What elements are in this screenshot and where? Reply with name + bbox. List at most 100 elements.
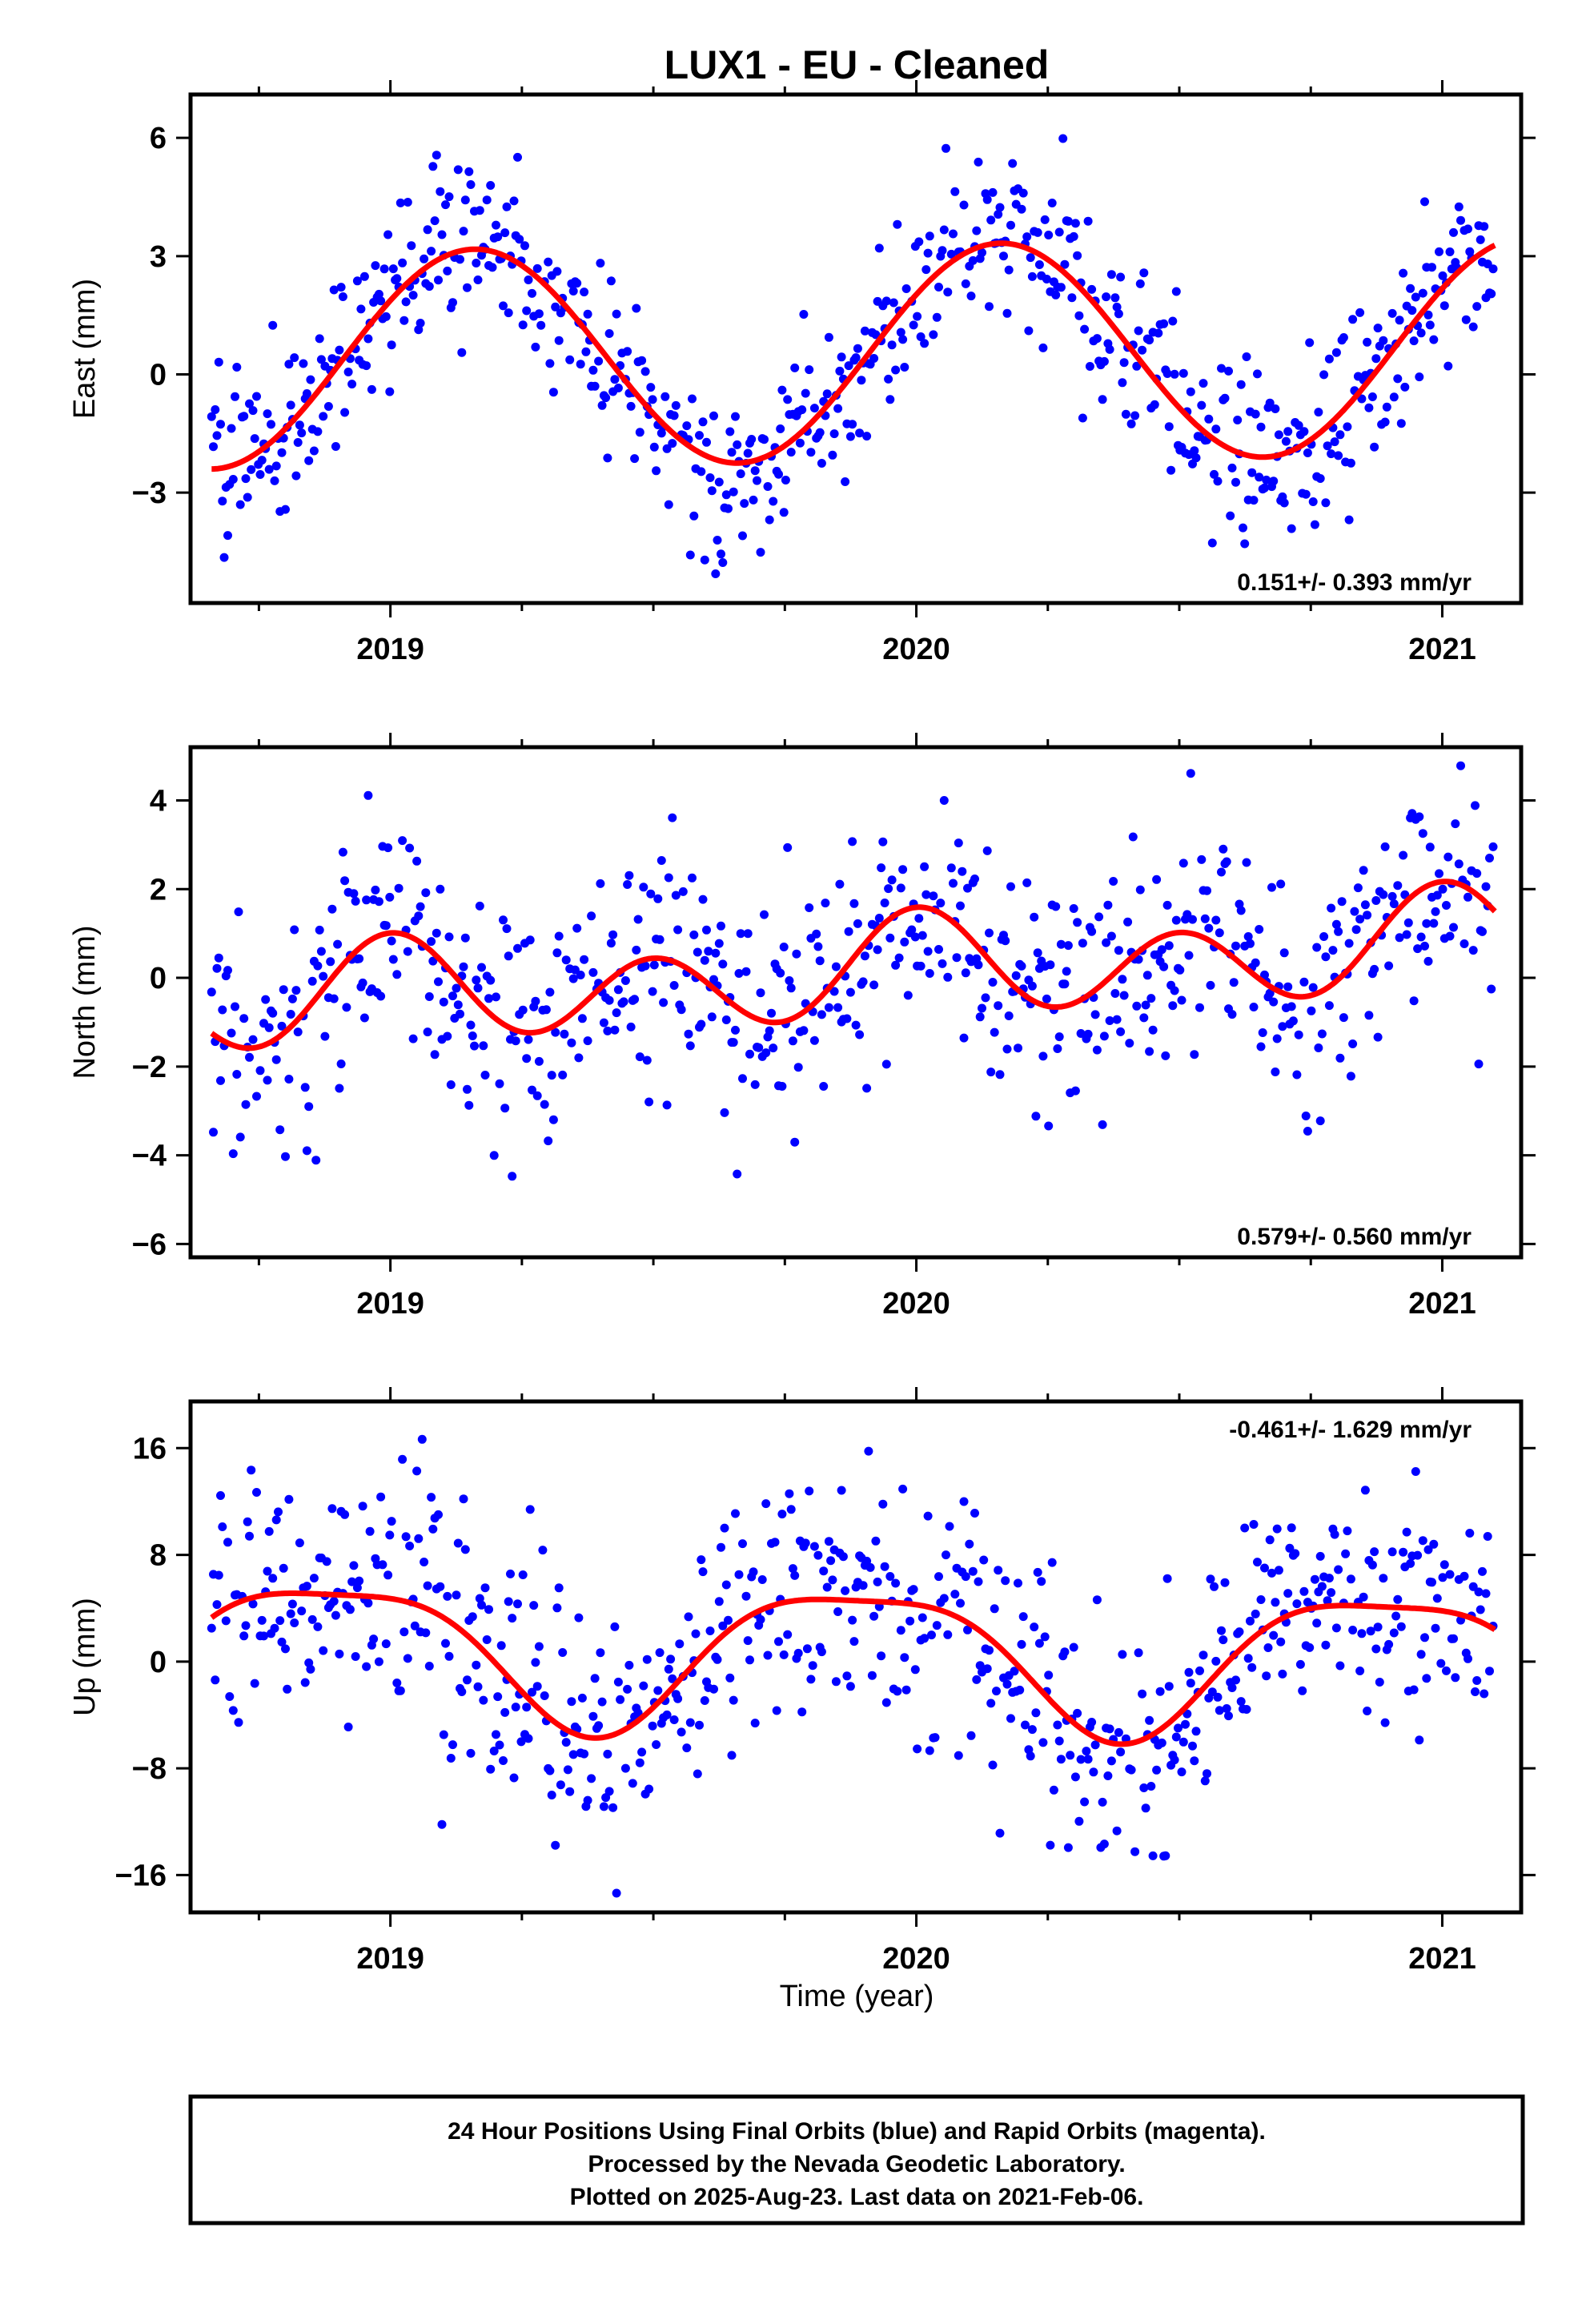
data-point (1327, 903, 1336, 913)
data-point (558, 1648, 568, 1657)
data-point (489, 1747, 499, 1755)
data-point (453, 1000, 463, 1010)
east-model-curve (211, 240, 1496, 472)
data-point (1323, 441, 1332, 451)
data-point (653, 894, 663, 903)
data-point (427, 247, 436, 256)
data-point (381, 1639, 391, 1649)
data-point (828, 1575, 837, 1585)
data-point (995, 1070, 1005, 1080)
data-point (1027, 271, 1037, 281)
data-point (271, 1515, 281, 1525)
data-point (1070, 219, 1080, 228)
data-point (264, 464, 274, 474)
data-point (594, 1721, 604, 1731)
data-point (1379, 1574, 1388, 1583)
data-point (580, 955, 589, 964)
data-point (218, 1005, 227, 1015)
data-point (1287, 1523, 1296, 1533)
data-point (423, 1027, 432, 1037)
data-point (463, 283, 472, 292)
data-point (925, 231, 934, 241)
data-point (648, 1721, 657, 1731)
data-point (374, 289, 383, 299)
data-point (1056, 939, 1066, 949)
data-point (207, 412, 216, 421)
data-point (1330, 437, 1339, 447)
data-point (855, 1030, 865, 1039)
data-point (900, 363, 909, 372)
data-point (547, 1071, 556, 1080)
data-point (1344, 515, 1354, 525)
data-point (952, 953, 962, 963)
data-point (536, 320, 546, 330)
data-point (574, 1613, 584, 1622)
data-point (349, 1561, 359, 1570)
data-point (630, 454, 640, 464)
data-point (1106, 270, 1116, 279)
data-point (1206, 1574, 1215, 1584)
data-point (1367, 392, 1377, 401)
data-point (270, 1623, 279, 1633)
data-point (302, 1146, 311, 1156)
data-point (1067, 293, 1077, 303)
data-point (1384, 1639, 1394, 1649)
data-point (457, 348, 467, 357)
data-point (988, 1760, 998, 1770)
data-point (896, 883, 905, 893)
data-point (978, 1003, 986, 1013)
up-rate-label: -0.461+/- 1.629 mm/yr (1229, 1417, 1472, 1443)
data-point (376, 296, 386, 306)
data-point (1278, 1669, 1287, 1679)
data-point (743, 448, 753, 458)
data-point (994, 1001, 1003, 1011)
data-point (743, 1636, 753, 1646)
data-point (1359, 866, 1368, 875)
data-point (1130, 411, 1140, 420)
data-point (817, 1647, 826, 1657)
data-point (1327, 1588, 1336, 1598)
data-point (661, 392, 670, 401)
data-point (1217, 867, 1226, 877)
data-point (554, 931, 564, 941)
data-point (956, 1598, 965, 1608)
data-point (626, 401, 636, 411)
data-point (306, 1664, 315, 1674)
data-point (1190, 1050, 1199, 1059)
data-point (833, 404, 843, 413)
data-point (986, 215, 996, 225)
data-point (335, 1084, 344, 1093)
data-point (239, 1014, 249, 1023)
data-point (790, 1137, 800, 1147)
data-point (247, 464, 256, 474)
data-point (700, 955, 709, 965)
data-point (736, 469, 745, 479)
data-point (597, 400, 607, 410)
data-point (881, 1059, 891, 1069)
data-point (994, 1566, 1003, 1575)
data-point (695, 1720, 704, 1730)
data-point (916, 961, 926, 971)
data-point (1344, 939, 1354, 948)
data-point (293, 1027, 303, 1037)
data-point (767, 1008, 776, 1018)
data-point (423, 225, 432, 235)
data-point (887, 340, 897, 350)
data-point (1135, 885, 1145, 895)
data-point (477, 1600, 486, 1610)
data-point (985, 1646, 994, 1655)
data-point (1478, 1566, 1487, 1576)
data-point (898, 335, 908, 344)
data-point (776, 968, 785, 978)
data-point (1044, 231, 1054, 239)
data-point (1314, 408, 1323, 417)
data-point (1355, 915, 1365, 924)
data-point (639, 1681, 648, 1691)
data-point (633, 915, 643, 924)
data-point (1339, 333, 1348, 342)
data-point (1334, 451, 1343, 460)
data-point (513, 1599, 522, 1609)
data-point (257, 1615, 267, 1625)
data-point (1481, 882, 1491, 891)
data-point (472, 1660, 481, 1670)
